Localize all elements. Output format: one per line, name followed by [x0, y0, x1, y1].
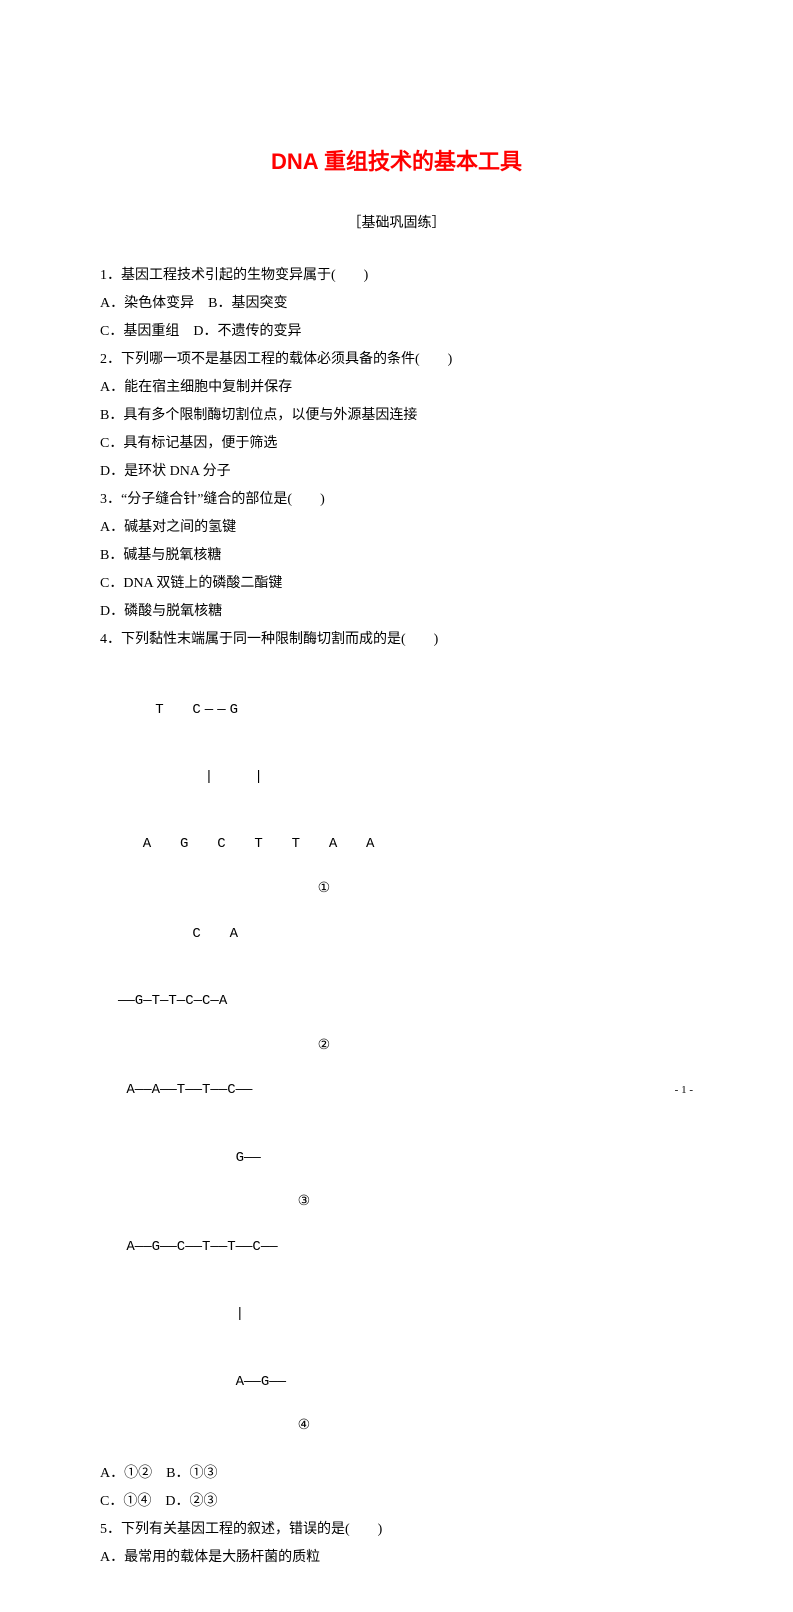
q4-stem: 4．下列黏性末端属于同一种限制酶切割而成的是( ) — [100, 626, 693, 654]
dia-l4: ——G—T—T—C—C—A — [118, 990, 693, 1012]
sub-header: ［基础巩固练］ — [100, 210, 693, 238]
dia-num-2: ② — [318, 1035, 331, 1057]
q3-stem: 3．“分子缝合针”缝合的部位是( ) — [100, 486, 693, 514]
q2-opt-b: B．具有多个限制酶切割位点，以便与外源基因连接 — [100, 402, 693, 430]
dia-l7: A——G——C——T——T——C—— — [118, 1236, 693, 1258]
q2-opt-c: C．具有标记基因，便于筛选 — [100, 430, 693, 458]
q1-opt-a: A．染色体变异 B．基因突变 — [100, 290, 693, 318]
dia-l2: A G C T T A A — [118, 833, 693, 855]
dia-num-4: ④ — [298, 1415, 311, 1437]
q5-stem: 5．下列有关基因工程的叙述，错误的是( ) — [100, 1516, 693, 1544]
q5-opt-a: A．最常用的载体是大肠杆菌的质粒 — [100, 1544, 693, 1572]
q4-opt-a: A．①② B．①③ — [100, 1460, 693, 1488]
dia-l7b: | — [118, 1303, 693, 1325]
q4-opt-c: C．①④ D．②③ — [100, 1488, 693, 1516]
dia-l1: T C——G — [118, 699, 693, 721]
q1-stem: 1．基因工程技术引起的生物变异属于( ) — [100, 262, 693, 290]
q4-diagram: T C——G | | A G C T T A A ① C A ——G—T—T—C… — [118, 654, 693, 1460]
q3-opt-a: A．碱基对之间的氢键 — [100, 514, 693, 542]
dia-num-3: ③ — [298, 1191, 311, 1213]
dia-l3: C A — [118, 923, 693, 945]
q2-opt-d: D．是环状 DNA 分子 — [100, 458, 693, 486]
q3-opt-d: D．磷酸与脱氧核糖 — [100, 598, 693, 626]
q2-stem: 2．下列哪一项不是基因工程的载体必须具备的条件( ) — [100, 346, 693, 374]
q3-opt-b: B．碱基与脱氧核糖 — [100, 542, 693, 570]
dia-l1b: | | — [118, 766, 693, 788]
q1-opt-c: C．基因重组 D．不遗传的变异 — [100, 318, 693, 346]
page: DNA 重组技术的基本工具 ［基础巩固练］ 1．基因工程技术引起的生物变异属于(… — [0, 0, 793, 1612]
page-title: DNA 重组技术的基本工具 — [100, 140, 693, 184]
page-number: - 1 - — [675, 1084, 693, 1096]
dia-l6: G—— — [118, 1147, 693, 1169]
dia-l5: A——A——T——T——C—— — [118, 1079, 693, 1101]
dia-num-1: ① — [318, 878, 331, 900]
q3-opt-c: C．DNA 双链上的磷酸二酯键 — [100, 570, 693, 598]
dia-l8: A——G—— — [118, 1371, 693, 1393]
q2-opt-a: A．能在宿主细胞中复制并保存 — [100, 374, 693, 402]
